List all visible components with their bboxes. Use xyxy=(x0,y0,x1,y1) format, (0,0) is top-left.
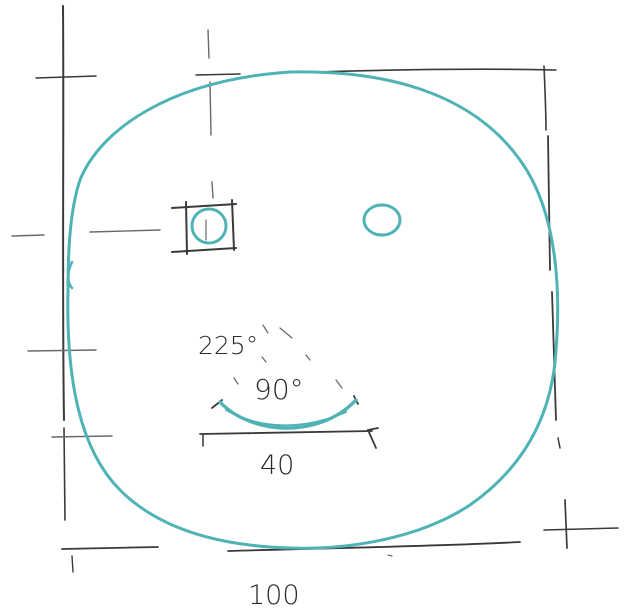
construction-guides xyxy=(11,5,619,573)
left-eye xyxy=(171,199,237,255)
smile-width-label: 40 xyxy=(260,450,294,481)
smile-angle-label: 90° xyxy=(254,373,304,406)
angle-guides xyxy=(233,324,343,389)
right-eye xyxy=(362,203,402,237)
mouth-width-dimension xyxy=(199,427,379,449)
mouth xyxy=(211,395,359,430)
outer-angle-label: 225° xyxy=(198,331,258,360)
face-outline xyxy=(66,70,560,550)
face-size-label: 100 xyxy=(248,580,300,611)
